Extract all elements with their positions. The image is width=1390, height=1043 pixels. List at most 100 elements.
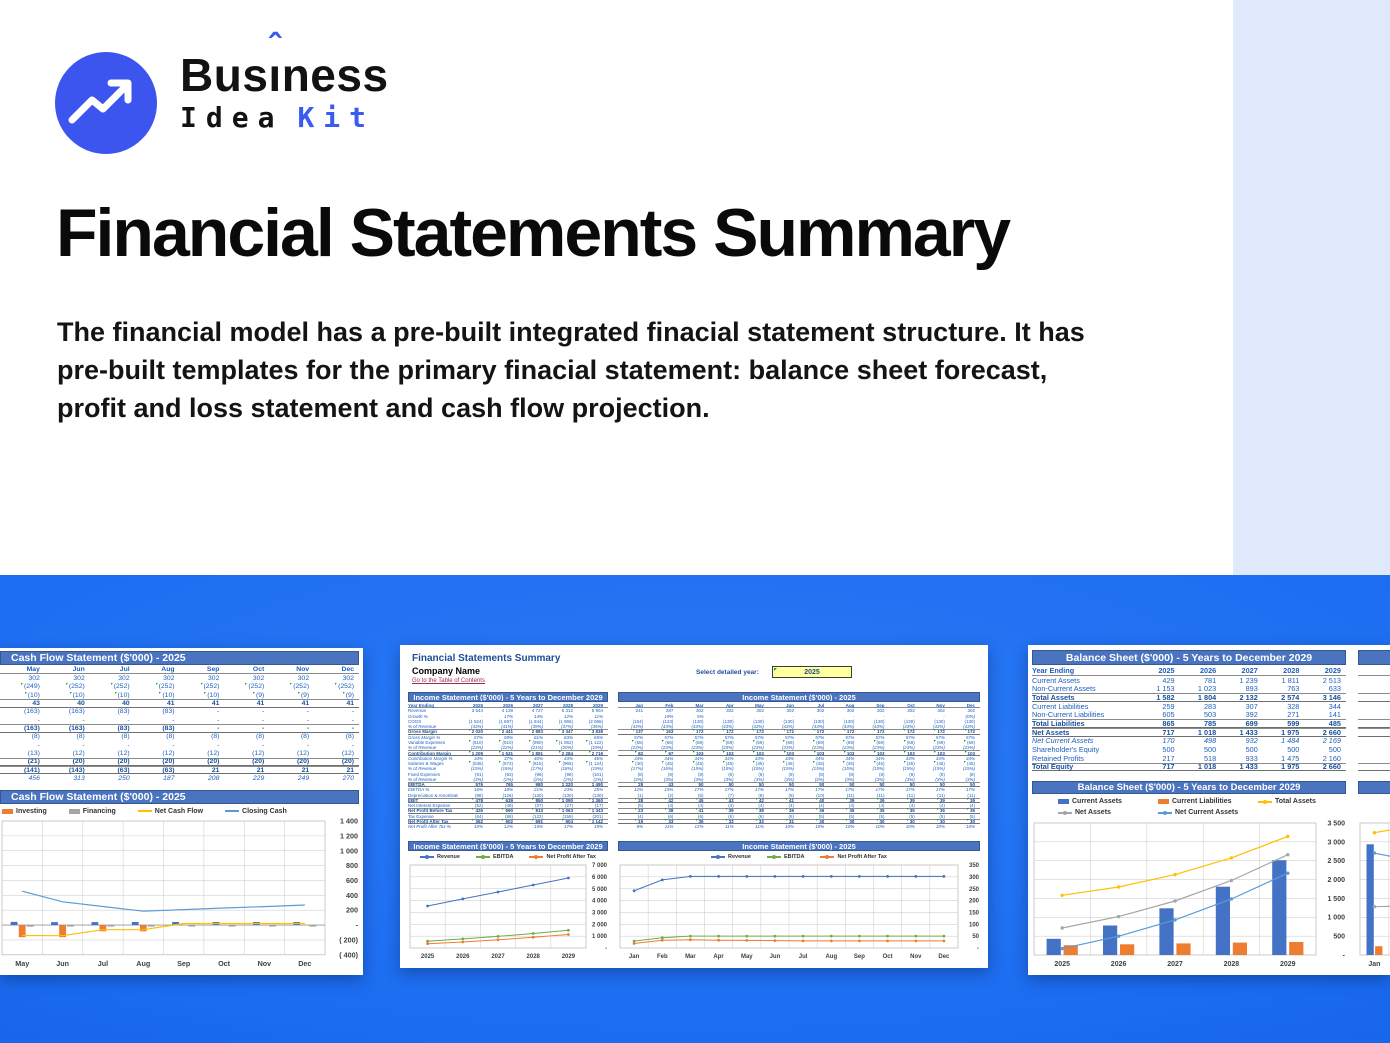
row-label: Non-Current Assets <box>1032 684 1096 694</box>
table-cell: 1 090 <box>548 798 578 803</box>
legend-marker-dot <box>716 854 721 859</box>
table-cell: (45) <box>950 761 980 766</box>
toc-link[interactable]: Go to the Table of Contents <box>412 678 485 684</box>
table-cell: 2027 <box>532 702 543 708</box>
table-cell: (15%) <box>842 766 855 772</box>
legend-label: EBITDA <box>492 853 514 860</box>
table-cell: 271 <box>1287 710 1300 720</box>
legend-item: Revenue <box>420 854 460 860</box>
table-cell: (83) <box>162 725 175 733</box>
table-cell: (673) <box>488 761 518 766</box>
legend-label: Revenue <box>437 853 460 860</box>
table-cell: (1 697) <box>498 718 513 724</box>
table-cell: 208 <box>208 775 220 783</box>
row-label: Depreciation & Amortisation <box>408 792 458 798</box>
table-cell: 786 <box>1358 719 1390 728</box>
table-cell: - <box>641 713 644 719</box>
table-cell: 17% <box>563 824 573 830</box>
svg-text:50: 50 <box>972 934 979 940</box>
select-year-dropdown[interactable]: 2025 <box>772 666 852 678</box>
table-cell: (20) <box>207 758 220 766</box>
table-cell: (143) <box>68 766 85 774</box>
table-row: 1 081 <box>1358 737 1390 746</box>
table-cell: 57% <box>966 734 976 740</box>
table-cell: (69) <box>678 740 708 745</box>
table-cell: 45 <box>678 798 708 803</box>
table-cell: 57% <box>473 734 483 740</box>
svg-text:1 200: 1 200 <box>340 831 358 840</box>
table-row: 8% 11% 12% 11% 11% 10% 10% 10% 10% 10% 10% 10% <box>618 824 980 829</box>
table-row: 137 163 172 172 172 172 172 172 172 172 172 172 <box>618 729 980 735</box>
table-cell: 16% <box>473 787 483 793</box>
table-cell: (10) <box>0 692 45 699</box>
table-cell: 12 <box>1358 754 1390 763</box>
table-cell: 38 <box>739 808 769 813</box>
table-row: Non-Current Liabilities 605 503 392 271 141 <box>1032 710 1346 719</box>
table-cell: (12) <box>341 750 354 758</box>
table-cell: (9) <box>224 692 269 699</box>
table-cell: 17% <box>966 787 976 793</box>
table-row: 29 43 50 50 50 50 50 50 50 50 50 50 <box>618 781 980 788</box>
table-cell: 103 <box>859 751 889 756</box>
table-cell: 2 160 <box>1322 753 1341 763</box>
table-cell: 11% <box>594 713 603 719</box>
legend-marker-dot <box>825 854 830 859</box>
table-cell: (27) <box>564 803 573 809</box>
legend-swatch-linem <box>420 854 435 859</box>
table-cell: 2 513 <box>1322 675 1341 685</box>
table-row: 23 38 41 39 38 36 36 35 35 35 35 35 <box>618 808 980 814</box>
table-cell: (43%) <box>902 724 915 730</box>
table-cell: - <box>37 716 40 724</box>
row-label: EBITDA <box>408 782 425 788</box>
table-cell: 1 891 <box>518 751 548 756</box>
table-cell: (3%) <box>633 776 644 782</box>
legend-swatch-bar <box>1158 799 1169 804</box>
row-label: Net Profit Before Tax <box>408 808 453 814</box>
table-cell: (1 965) <box>558 718 573 724</box>
table-cell: 456 <box>28 775 40 783</box>
table-cell: (96) <box>534 771 543 777</box>
table-cell: Sep <box>206 666 220 674</box>
table-cell: (8) <box>300 733 310 741</box>
table-row: EBITDA % 16% 18% 21% 23% 25% <box>408 787 608 792</box>
table-cell: (45) <box>709 761 739 766</box>
table-cell: (5) <box>637 803 644 809</box>
table-cell: (3%) <box>663 776 674 782</box>
table-cell: 307 <box>1245 701 1258 711</box>
table-cell: - <box>913 713 915 719</box>
table-cell: 39 <box>829 798 859 803</box>
table-cell: 11% <box>725 824 734 830</box>
table-cell: 980 <box>535 782 543 788</box>
svg-text:1 500: 1 500 <box>1327 896 1345 903</box>
table-cell: (43%) <box>842 724 855 730</box>
svg-text:May: May <box>741 954 753 960</box>
table-cell: 35 <box>950 808 980 813</box>
svg-text:Jul: Jul <box>98 959 108 968</box>
table-cell: 17% <box>845 787 855 793</box>
table-cell: (45) <box>678 761 708 766</box>
row-label: Shareholder's Equity <box>1032 745 1100 755</box>
table-cell: 37% <box>503 755 513 761</box>
balance-panel: Balance Sheet ($'000) - 5 Years to Decem… <box>1028 645 1390 975</box>
table-cell: 4 138 <box>501 708 513 714</box>
table-cell: (23%) <box>902 745 915 751</box>
svg-text:1 400: 1 400 <box>340 818 358 826</box>
row-label: COGS <box>408 718 422 724</box>
cashflow-table-header: Cash Flow Statement ($'000) - 2025 <box>0 651 359 665</box>
table-cell: 33 <box>709 819 739 824</box>
table-cell: 429 <box>1162 675 1175 685</box>
table-cell: 2029 <box>592 702 603 708</box>
select-year-label: Select detailed year: <box>696 669 759 676</box>
table-cell: 172 <box>769 729 799 734</box>
table-cell: 82 <box>618 751 648 756</box>
legend-label: Revenue <box>728 853 751 860</box>
table-cell: (3%) <box>754 776 764 782</box>
table-cell: (130) <box>753 718 764 724</box>
income-monthly-table: Jan Feb Mar Apr May Jun Jul Aug Sep Oct Nov Dec 241 2… <box>618 703 980 829</box>
table-cell: 10% <box>815 824 825 830</box>
table-cell: (163) <box>68 725 85 733</box>
table-cell: 17% <box>875 787 885 793</box>
svg-text:3 500: 3 500 <box>1327 820 1345 827</box>
table-cell: 605 <box>1162 710 1175 720</box>
table-cell: 61% <box>533 734 543 740</box>
